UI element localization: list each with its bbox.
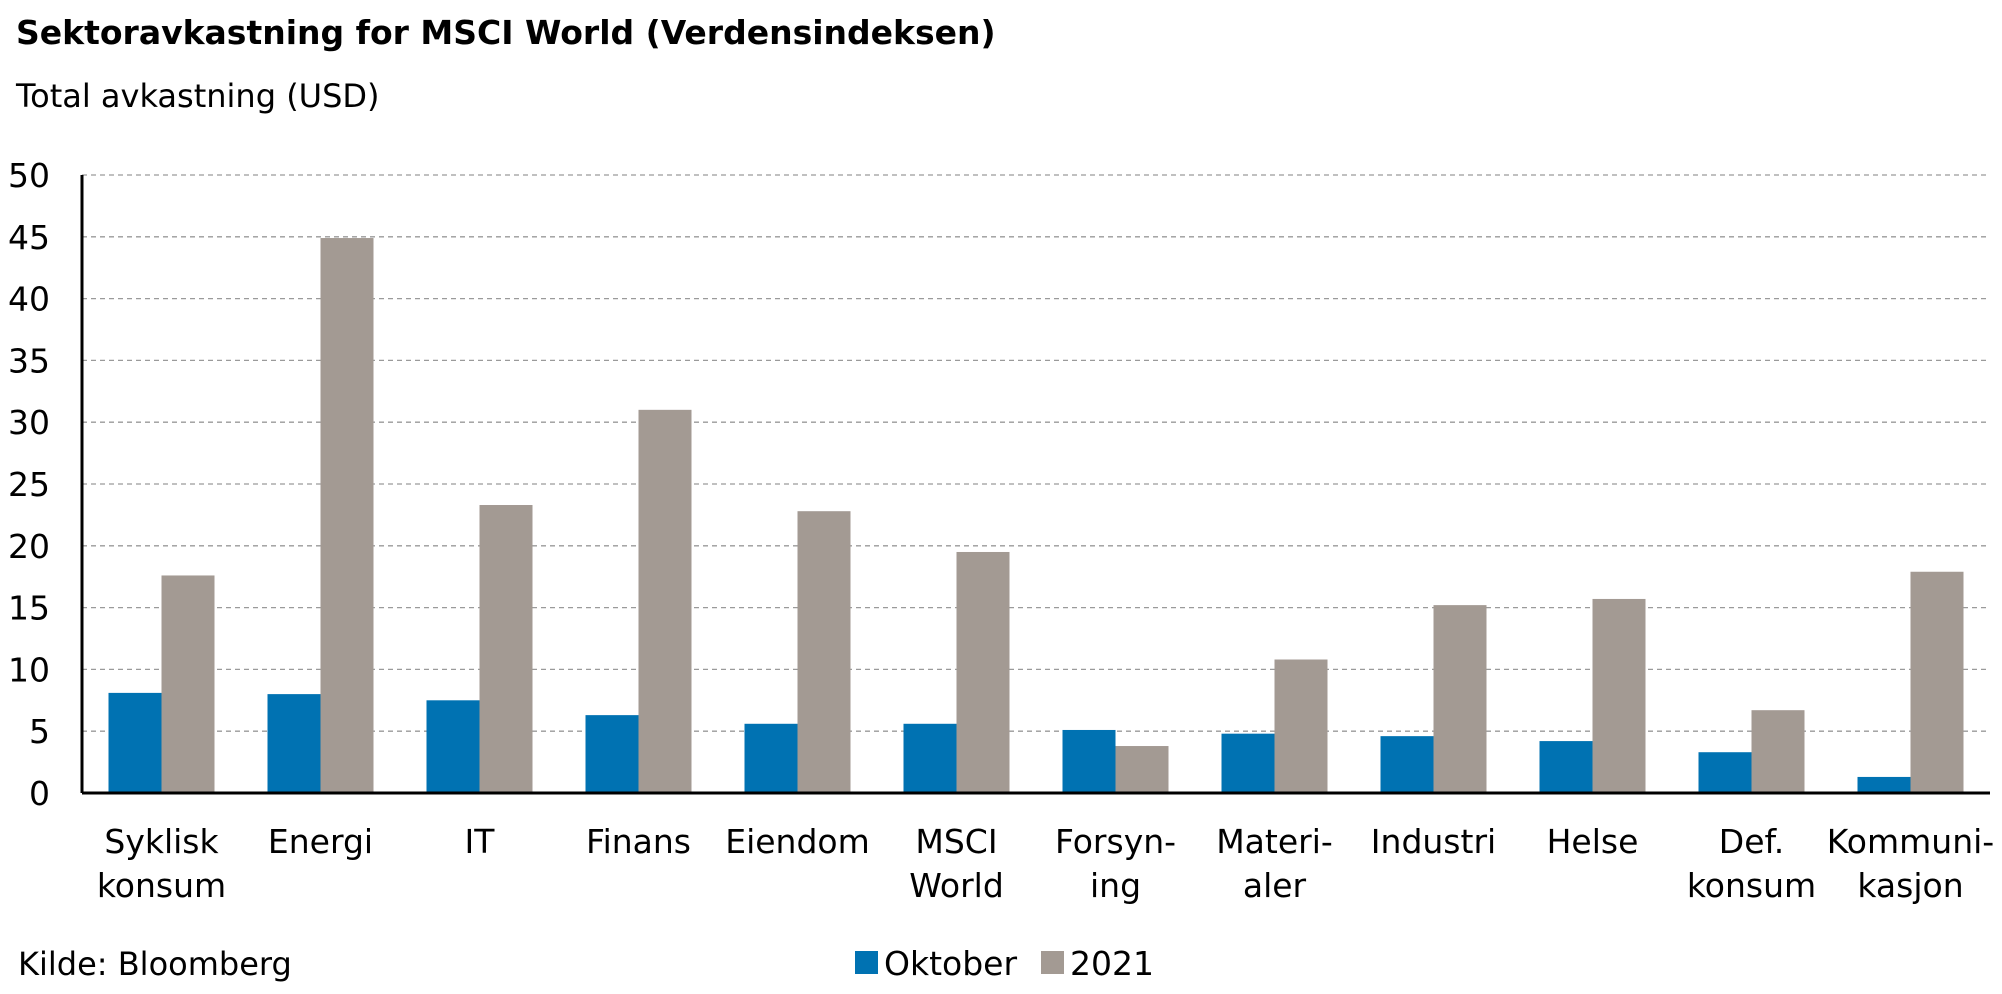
bar-2021-4: [797, 511, 851, 793]
legend-label-oktober: Oktober: [884, 944, 1017, 983]
legend-swatch-oktober: [855, 951, 878, 974]
bars: [108, 238, 1964, 793]
y-tick-label: 15: [8, 589, 50, 628]
bar-2021-2: [479, 505, 533, 793]
bar-oktober-1: [267, 694, 321, 793]
bar-oktober-7: [1221, 733, 1275, 793]
x-tick-label: Helse: [1547, 822, 1639, 861]
y-tick-label: 35: [8, 341, 50, 380]
bar-oktober-5: [903, 723, 957, 793]
bar-oktober-6: [1062, 729, 1116, 793]
bar-2021-3: [638, 409, 692, 793]
x-tick-label: Finans: [586, 822, 691, 861]
bar-2021-10: [1751, 710, 1805, 793]
bar-2021-9: [1592, 598, 1646, 793]
bar-2021-6: [1115, 746, 1169, 793]
y-tick-label: 40: [8, 280, 50, 319]
y-tick-label: 45: [8, 218, 50, 257]
y-tick-label: 50: [8, 156, 50, 195]
y-tick-label: 20: [8, 527, 50, 566]
x-tick-label: MSCI World: [909, 822, 1004, 905]
axes: [80, 175, 1990, 795]
y-axis-ticks: 0 5 10 15 20 25 30 35 40 45 50: [8, 156, 50, 813]
bar-2021-5: [956, 551, 1010, 793]
bar-2021-11: [1910, 571, 1964, 793]
x-tick-label: IT: [465, 822, 496, 861]
y-tick-label: 5: [29, 712, 50, 751]
bar-2021-8: [1433, 605, 1487, 793]
x-tick-label: Kommuni-kasjon: [1827, 822, 1994, 905]
bar-oktober-10: [1698, 752, 1752, 793]
x-tick-label: Materi-aler: [1216, 822, 1333, 905]
bar-oktober-4: [744, 723, 798, 793]
bar-oktober-9: [1539, 741, 1593, 793]
y-tick-label: 25: [8, 465, 50, 504]
chart-title: Sektoravkastning for MSCI World (Verdens…: [16, 13, 996, 52]
bar-2021-0: [161, 575, 215, 793]
x-tick-label: Def. konsum: [1687, 822, 1816, 905]
x-tick-label: Forsyn-ing: [1055, 822, 1176, 905]
x-tick-label: Industri: [1371, 822, 1496, 861]
bar-2021-7: [1274, 659, 1328, 793]
x-tick-label: Energi: [268, 822, 373, 861]
x-tick-label: Syklisk konsum: [97, 822, 226, 905]
x-axis-labels: Syklisk konsum Energi IT Finans Eiendom MSCI Wo…: [97, 822, 1994, 905]
chart-subtitle: Total avkastning (USD): [15, 77, 380, 115]
bar-oktober-3: [585, 715, 639, 793]
y-tick-label: 30: [8, 403, 50, 442]
bar-oktober-11: [1857, 776, 1911, 793]
y-tick-label: 10: [8, 650, 50, 689]
y-tick-label: 0: [29, 774, 50, 813]
source-note: Kilde: Bloomberg: [18, 945, 292, 983]
bar-oktober-8: [1380, 736, 1434, 793]
legend-swatch-2021: [1041, 951, 1064, 974]
gridlines: [82, 174, 1990, 732]
bar-oktober-2: [426, 700, 480, 793]
x-tick-label: Eiendom: [725, 822, 870, 861]
legend: Oktober 2021: [855, 944, 1154, 983]
legend-label-2021: 2021: [1070, 944, 1154, 983]
bar-oktober-0: [108, 692, 162, 793]
bar-2021-1: [320, 238, 374, 793]
